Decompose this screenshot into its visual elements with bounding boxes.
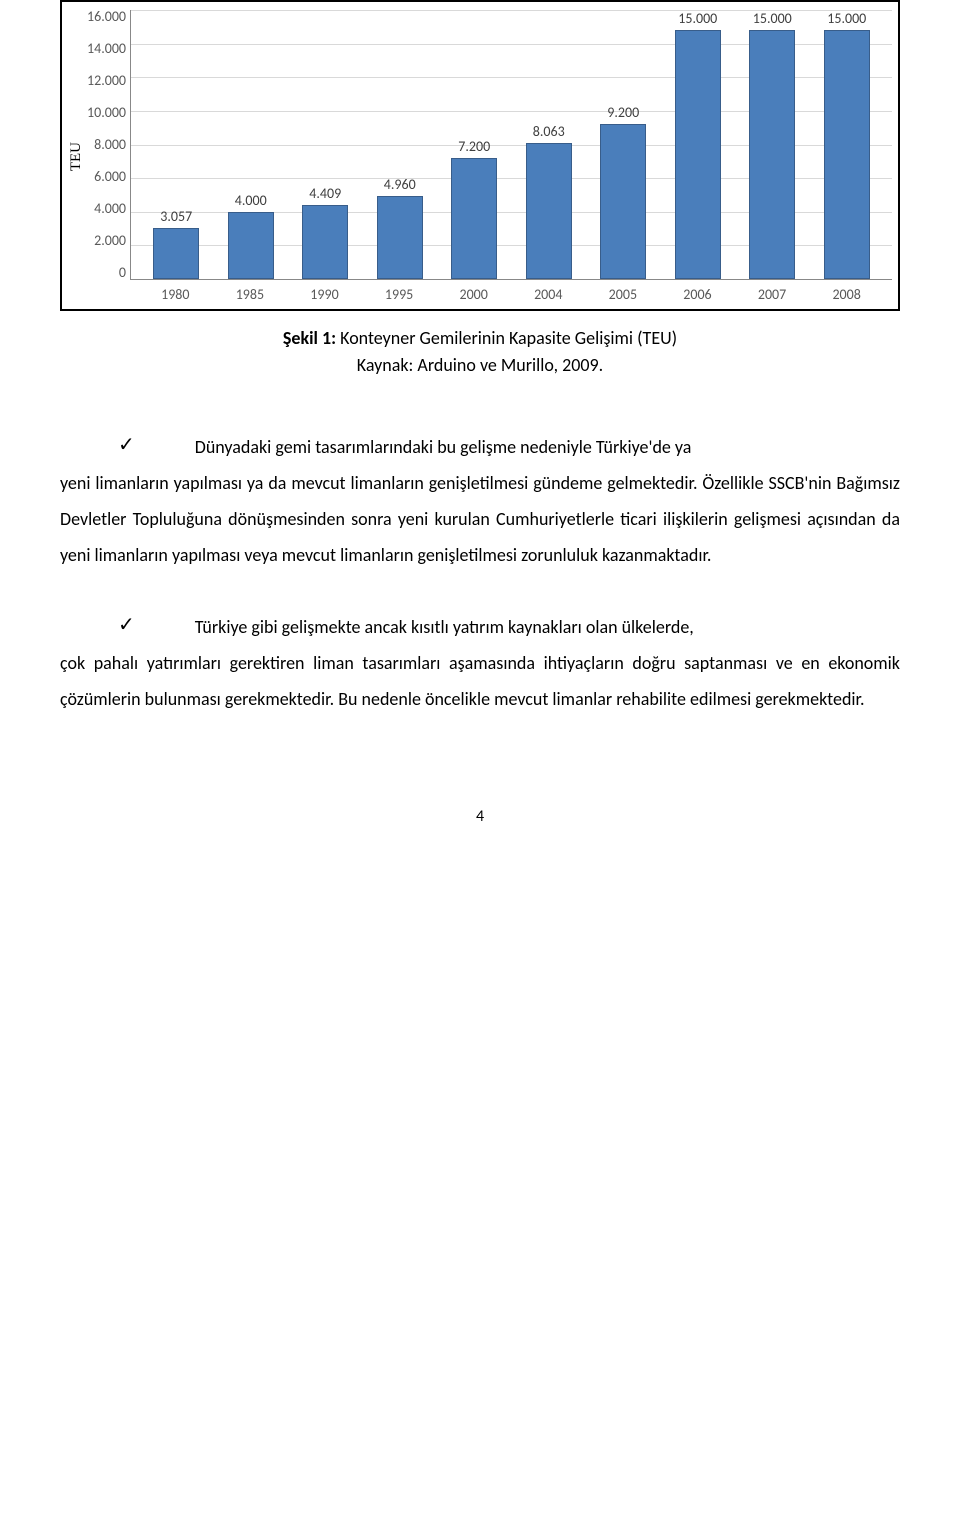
paragraph-1-rest: yeni limanların yapılması ya da mevcut l… — [60, 472, 900, 566]
x-tick-label: 1995 — [362, 286, 437, 303]
bar — [451, 158, 497, 279]
bar-column: 15.000 — [735, 10, 810, 279]
x-axis-ticks: 1980198519901995200020042005200620072008 — [130, 280, 892, 303]
page: TEU 16.000 14.000 12.000 10.000 8.000 6.000 4.… — [0, 0, 960, 886]
bar-column: 4.409 — [288, 10, 363, 279]
y-axis-ticks: 16.000 14.000 12.000 10.000 8.000 6.000 4.000 2… — [87, 10, 130, 280]
y-tick-label: 12.000 — [87, 74, 126, 88]
bar-column: 7.200 — [437, 10, 512, 279]
page-number: 4 — [60, 807, 900, 826]
bullet-row: ✓ Dünyadaki gemi tasarımlarındaki bu gel… — [60, 429, 900, 465]
y-tick-label: 8.000 — [94, 138, 126, 152]
paragraph-1: ✓ Dünyadaki gemi tasarımlarındaki bu gel… — [60, 429, 900, 573]
bullet-row: ✓ Türkiye gibi gelişmekte ancak kısıtlı … — [60, 609, 900, 645]
bar-value-label: 15.000 — [827, 10, 866, 27]
y-tick-label: 0 — [119, 266, 126, 280]
x-tick-label: 1985 — [213, 286, 288, 303]
x-tick-label: 2006 — [660, 286, 735, 303]
check-icon: ✓ — [118, 429, 135, 461]
bar-column: 4.960 — [363, 10, 438, 279]
bar — [675, 30, 721, 279]
y-tick-label: 6.000 — [94, 170, 126, 184]
x-tick-label: 2008 — [809, 286, 884, 303]
bar-value-label: 3.057 — [160, 208, 192, 225]
caption-source: Kaynak: Arduino ve Murillo, 2009. — [357, 354, 603, 376]
bar-column: 15.000 — [661, 10, 736, 279]
x-tick-label: 1980 — [138, 286, 213, 303]
paragraph-1-first-line: Dünyadaki gemi tasarımlarındaki bu geliş… — [195, 429, 900, 465]
bar-value-label: 4.000 — [235, 192, 267, 209]
bar-value-label: 8.063 — [533, 123, 565, 140]
bar — [228, 212, 274, 279]
bars-container: 3.057 4.000 4.409 4.960 7.200 8.063 9.200 15.00… — [139, 10, 884, 279]
bar — [526, 143, 572, 279]
check-icon: ✓ — [118, 609, 135, 641]
caption-title: Konteyner Gemilerinin Kapasite Gelişimi … — [336, 327, 677, 349]
bar — [302, 205, 348, 279]
bar-column: 9.200 — [586, 10, 661, 279]
bar — [153, 228, 199, 279]
x-tick-label: 2007 — [735, 286, 810, 303]
x-tick-label: 2005 — [586, 286, 661, 303]
bar-value-label: 15.000 — [678, 10, 717, 27]
y-axis-label: TEU — [68, 142, 85, 171]
chart-frame: TEU 16.000 14.000 12.000 10.000 8.000 6.000 4.… — [60, 0, 900, 311]
plot-wrap: 3.057 4.000 4.409 4.960 7.200 8.063 9.200 15.00… — [130, 10, 892, 303]
paragraph-2-first-line: Türkiye gibi gelişmekte ancak kısıtlı ya… — [195, 609, 900, 645]
paragraph-2: ✓ Türkiye gibi gelişmekte ancak kısıtlı … — [60, 609, 900, 717]
y-tick-label: 14.000 — [87, 42, 126, 56]
bar-column: 15.000 — [810, 10, 885, 279]
x-tick-label: 2000 — [436, 286, 511, 303]
bar-column: 3.057 — [139, 10, 214, 279]
bar-value-label: 9.200 — [607, 104, 639, 121]
paragraph-2-rest: çok pahalı yatırımları gerektiren liman … — [60, 652, 900, 710]
y-tick-label: 10.000 — [87, 106, 126, 120]
plot-area: 3.057 4.000 4.409 4.960 7.200 8.063 9.200 15.00… — [130, 10, 892, 280]
bar — [749, 30, 795, 279]
bar-column: 4.000 — [214, 10, 289, 279]
y-tick-label: 4.000 — [94, 202, 126, 216]
bar — [377, 196, 423, 279]
bar — [600, 124, 646, 279]
caption-label: Şekil 1: — [283, 327, 336, 349]
bar — [824, 30, 870, 279]
chart-area: TEU 16.000 14.000 12.000 10.000 8.000 6.000 4.… — [68, 10, 892, 303]
x-tick-label: 1990 — [287, 286, 362, 303]
y-tick-label: 2.000 — [94, 234, 126, 248]
bar-column: 8.063 — [512, 10, 587, 279]
y-tick-label: 16.000 — [87, 10, 126, 24]
bar-value-label: 4.409 — [309, 185, 341, 202]
bar-value-label: 4.960 — [384, 176, 416, 193]
x-tick-label: 2004 — [511, 286, 586, 303]
figure-caption: Şekil 1: Konteyner Gemilerinin Kapasite … — [60, 325, 900, 379]
bar-value-label: 15.000 — [753, 10, 792, 27]
bar-value-label: 7.200 — [458, 138, 490, 155]
